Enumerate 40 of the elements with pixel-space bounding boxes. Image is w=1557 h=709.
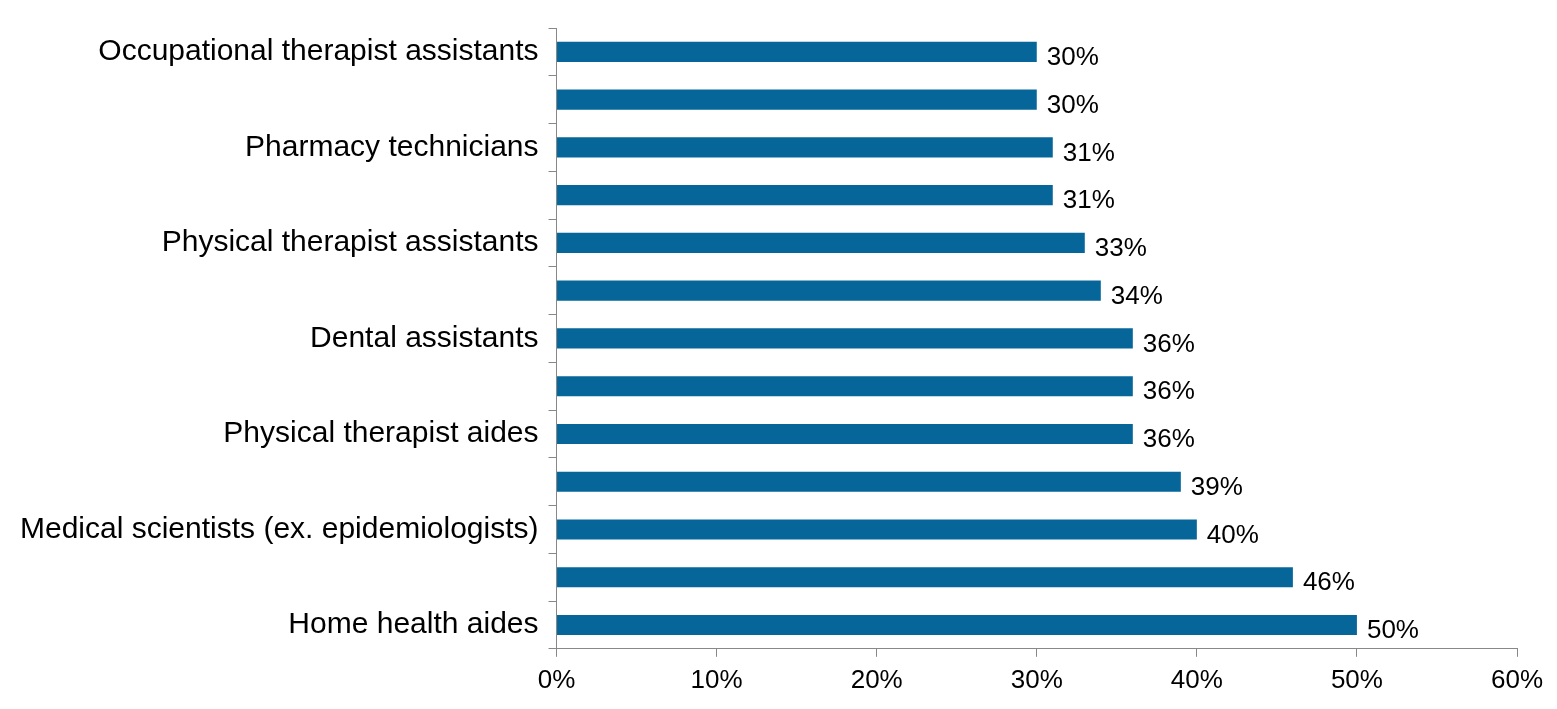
x-tick-label: 60%: [1490, 663, 1544, 694]
data-label: 31%: [1062, 136, 1115, 167]
x-tick-label: 10%: [690, 663, 743, 694]
x-tick-label: 0%: [537, 663, 576, 694]
bar: [557, 614, 1357, 635]
data-label: 46%: [1302, 566, 1355, 597]
y-tick-label: Home health aides: [288, 606, 539, 640]
y-tick-label: Occupational therapist assistants: [98, 33, 539, 67]
bar: [557, 185, 1053, 206]
bar: [557, 89, 1037, 110]
x-tick-label: 20%: [850, 663, 903, 694]
bar: [557, 232, 1085, 253]
data-label: 50%: [1366, 614, 1419, 645]
data-label: 40%: [1206, 518, 1259, 549]
data-label: 34%: [1110, 279, 1163, 310]
x-tick-label: 50%: [1330, 663, 1383, 694]
data-label: 36%: [1142, 375, 1195, 406]
bar: [557, 41, 1037, 62]
bar: [557, 280, 1101, 301]
bar: [557, 423, 1133, 444]
data-label: 31%: [1062, 184, 1115, 215]
x-tick-label: 40%: [1170, 663, 1223, 694]
y-tick-label: Dental assistants: [310, 319, 539, 353]
bar: [557, 376, 1133, 397]
data-label: 30%: [1046, 88, 1099, 119]
bar: [557, 567, 1293, 588]
data-label: 33%: [1094, 232, 1147, 263]
y-tick-label: Physical therapist assistants: [161, 224, 539, 258]
bar: [557, 328, 1133, 349]
data-label: 39%: [1190, 470, 1243, 501]
data-label: 30%: [1046, 41, 1099, 72]
data-label: 36%: [1142, 423, 1195, 454]
bar: [557, 519, 1197, 540]
y-tick-label: Medical scientists (ex. epidemiologists): [19, 510, 539, 544]
x-tick-label: 30%: [1010, 663, 1063, 694]
y-tick-label: Pharmacy technicians: [245, 128, 539, 162]
bar: [557, 137, 1053, 158]
y-tick-label: Physical therapist aides: [223, 415, 539, 449]
data-label: 36%: [1142, 327, 1195, 358]
bar: [557, 471, 1181, 492]
